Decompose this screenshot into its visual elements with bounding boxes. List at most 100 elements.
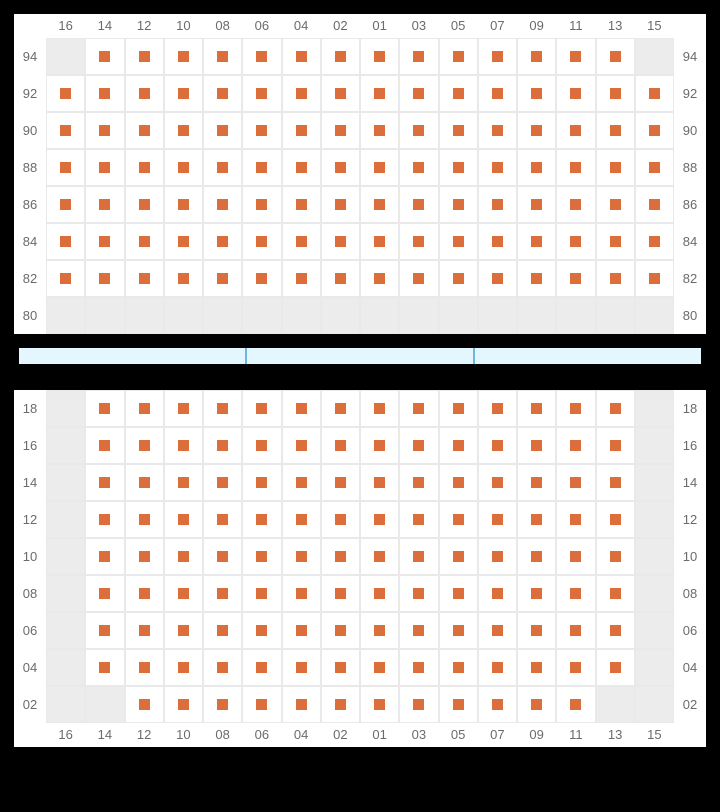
seat-cell[interactable] bbox=[478, 464, 517, 501]
seat-cell[interactable] bbox=[282, 612, 321, 649]
seat-cell[interactable] bbox=[125, 575, 164, 612]
seat-cell[interactable] bbox=[242, 223, 281, 260]
seat-cell[interactable] bbox=[360, 612, 399, 649]
seat-cell[interactable] bbox=[321, 112, 360, 149]
seat-cell[interactable] bbox=[517, 575, 556, 612]
seat-cell[interactable] bbox=[282, 538, 321, 575]
seat-cell[interactable] bbox=[85, 501, 124, 538]
seat-cell[interactable] bbox=[635, 149, 674, 186]
seat-cell[interactable] bbox=[556, 149, 595, 186]
seat-cell[interactable] bbox=[164, 112, 203, 149]
seat-cell[interactable] bbox=[596, 186, 635, 223]
seat-cell[interactable] bbox=[517, 649, 556, 686]
seat-cell[interactable] bbox=[125, 390, 164, 427]
seat-cell[interactable] bbox=[85, 612, 124, 649]
seat-cell[interactable] bbox=[517, 186, 556, 223]
seat-cell[interactable] bbox=[517, 260, 556, 297]
seat-cell[interactable] bbox=[46, 75, 85, 112]
seat-cell[interactable] bbox=[321, 223, 360, 260]
seat-cell[interactable] bbox=[517, 501, 556, 538]
seat-cell[interactable] bbox=[125, 464, 164, 501]
seat-cell[interactable] bbox=[203, 686, 242, 723]
seat-cell[interactable] bbox=[399, 612, 438, 649]
seat-cell[interactable] bbox=[635, 112, 674, 149]
seat-cell[interactable] bbox=[321, 612, 360, 649]
seat-cell[interactable] bbox=[164, 575, 203, 612]
seat-cell[interactable] bbox=[360, 538, 399, 575]
seat-cell[interactable] bbox=[596, 390, 635, 427]
seat-cell[interactable] bbox=[46, 223, 85, 260]
seat-cell[interactable] bbox=[439, 612, 478, 649]
seat-cell[interactable] bbox=[282, 149, 321, 186]
seat-cell[interactable] bbox=[478, 223, 517, 260]
seat-cell[interactable] bbox=[282, 649, 321, 686]
seat-cell[interactable] bbox=[360, 186, 399, 223]
seat-cell[interactable] bbox=[164, 501, 203, 538]
seat-cell[interactable] bbox=[164, 612, 203, 649]
seat-cell[interactable] bbox=[282, 112, 321, 149]
seat-cell[interactable] bbox=[164, 186, 203, 223]
seat-cell[interactable] bbox=[556, 464, 595, 501]
seat-cell[interactable] bbox=[517, 390, 556, 427]
seat-cell[interactable] bbox=[242, 390, 281, 427]
seat-cell[interactable] bbox=[164, 649, 203, 686]
seat-cell[interactable] bbox=[439, 390, 478, 427]
seat-cell[interactable] bbox=[478, 112, 517, 149]
seat-cell[interactable] bbox=[596, 501, 635, 538]
seat-cell[interactable] bbox=[478, 186, 517, 223]
seat-cell[interactable] bbox=[85, 649, 124, 686]
seat-cell[interactable] bbox=[203, 112, 242, 149]
seat-cell[interactable] bbox=[242, 464, 281, 501]
seat-cell[interactable] bbox=[85, 112, 124, 149]
seat-cell[interactable] bbox=[321, 649, 360, 686]
seat-cell[interactable] bbox=[203, 260, 242, 297]
seat-cell[interactable] bbox=[478, 612, 517, 649]
seat-cell[interactable] bbox=[203, 186, 242, 223]
seat-cell[interactable] bbox=[478, 149, 517, 186]
seat-cell[interactable] bbox=[556, 575, 595, 612]
seat-cell[interactable] bbox=[596, 112, 635, 149]
seat-cell[interactable] bbox=[282, 575, 321, 612]
seat-cell[interactable] bbox=[635, 223, 674, 260]
seat-cell[interactable] bbox=[46, 149, 85, 186]
seat-cell[interactable] bbox=[439, 75, 478, 112]
seat-cell[interactable] bbox=[360, 686, 399, 723]
seat-cell[interactable] bbox=[85, 260, 124, 297]
seat-cell[interactable] bbox=[203, 75, 242, 112]
seat-cell[interactable] bbox=[282, 686, 321, 723]
seat-cell[interactable] bbox=[125, 75, 164, 112]
seat-cell[interactable] bbox=[242, 186, 281, 223]
seat-cell[interactable] bbox=[399, 112, 438, 149]
seat-cell[interactable] bbox=[556, 686, 595, 723]
seat-cell[interactable] bbox=[439, 464, 478, 501]
seat-cell[interactable] bbox=[203, 612, 242, 649]
seat-cell[interactable] bbox=[399, 38, 438, 75]
seat-cell[interactable] bbox=[399, 575, 438, 612]
seat-cell[interactable] bbox=[399, 538, 438, 575]
seat-cell[interactable] bbox=[164, 260, 203, 297]
seat-cell[interactable] bbox=[360, 575, 399, 612]
seat-cell[interactable] bbox=[635, 186, 674, 223]
seat-cell[interactable] bbox=[164, 686, 203, 723]
seat-cell[interactable] bbox=[360, 260, 399, 297]
seat-cell[interactable] bbox=[439, 149, 478, 186]
seat-cell[interactable] bbox=[439, 575, 478, 612]
seat-cell[interactable] bbox=[282, 427, 321, 464]
seat-cell[interactable] bbox=[125, 260, 164, 297]
seat-cell[interactable] bbox=[478, 501, 517, 538]
seat-cell[interactable] bbox=[439, 427, 478, 464]
seat-cell[interactable] bbox=[203, 390, 242, 427]
seat-cell[interactable] bbox=[517, 223, 556, 260]
seat-cell[interactable] bbox=[399, 75, 438, 112]
seat-cell[interactable] bbox=[125, 112, 164, 149]
seat-cell[interactable] bbox=[164, 464, 203, 501]
seat-cell[interactable] bbox=[321, 464, 360, 501]
seat-cell[interactable] bbox=[517, 75, 556, 112]
seat-cell[interactable] bbox=[439, 223, 478, 260]
seat-cell[interactable] bbox=[360, 75, 399, 112]
seat-cell[interactable] bbox=[556, 260, 595, 297]
seat-cell[interactable] bbox=[596, 464, 635, 501]
seat-cell[interactable] bbox=[203, 649, 242, 686]
seat-cell[interactable] bbox=[596, 427, 635, 464]
seat-cell[interactable] bbox=[125, 686, 164, 723]
